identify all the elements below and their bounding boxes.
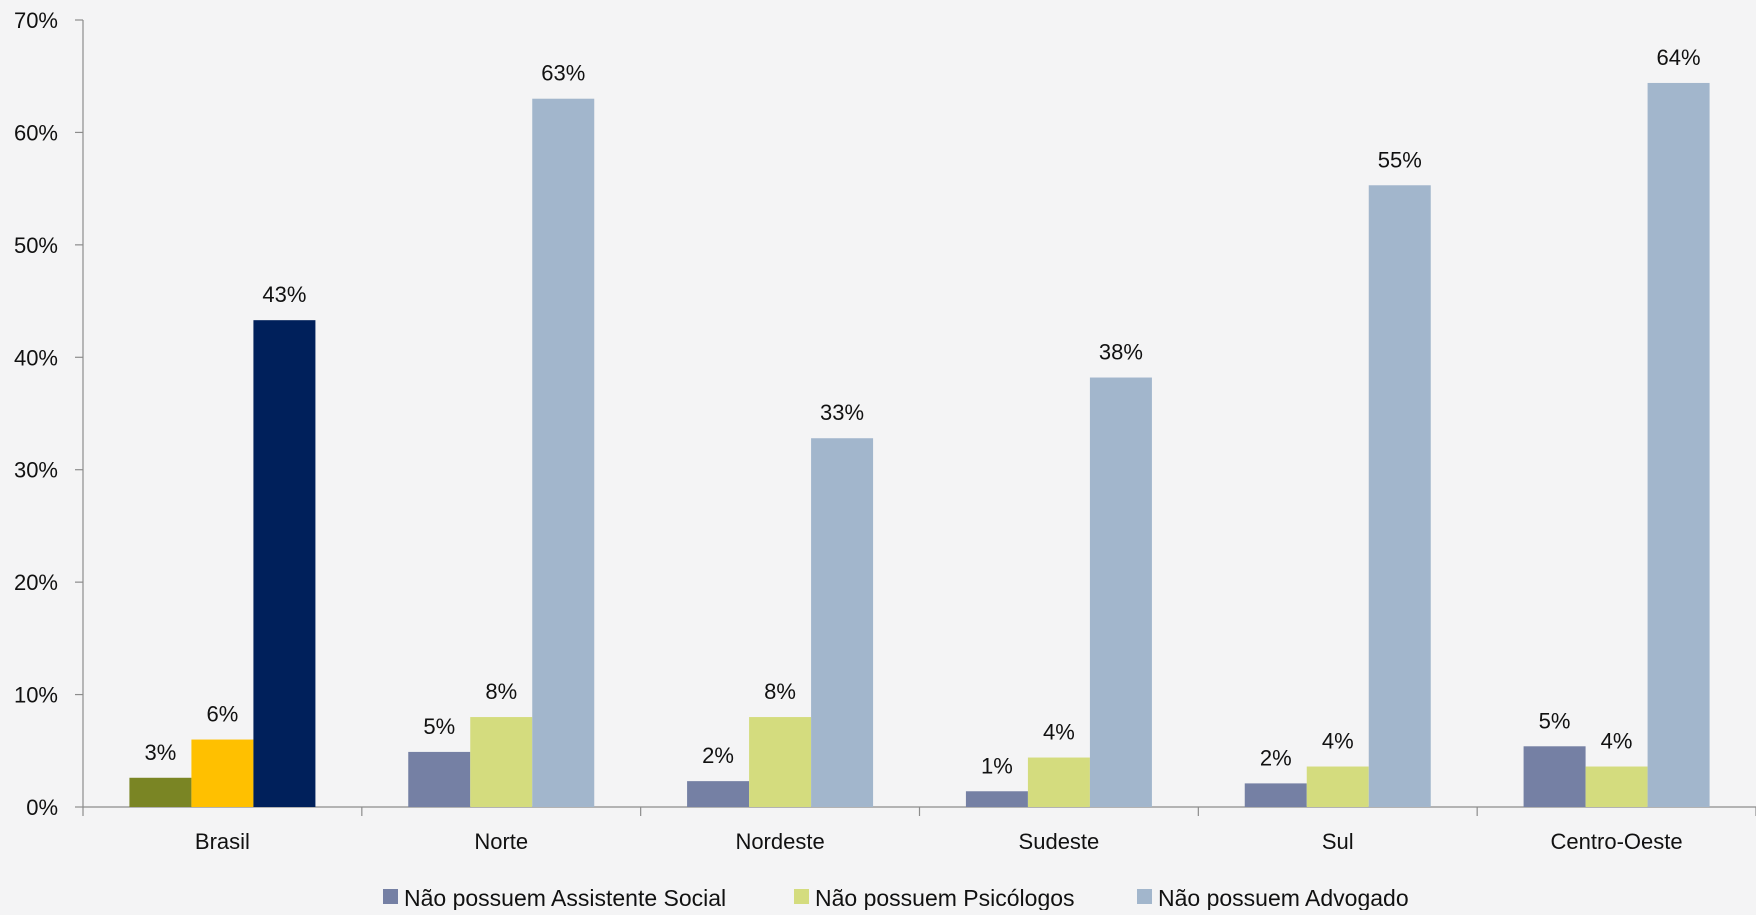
bar	[1523, 746, 1586, 807]
y-tick-label: 10%	[14, 683, 58, 708]
data-label: 3%	[145, 740, 177, 765]
data-label: 38%	[1099, 340, 1143, 365]
data-label: 43%	[262, 282, 306, 307]
bars	[129, 82, 1710, 807]
data-label: 64%	[1657, 45, 1701, 70]
data-label: 4%	[1322, 729, 1354, 754]
data-labels: 3% 6% 43% 5% 8% 63% 2% 8% 33% 1% 4% 38% 2% 4% 55% 5% 4% 6…	[145, 45, 1701, 778]
bar	[191, 739, 254, 807]
bar	[253, 320, 316, 807]
data-label: 55%	[1378, 147, 1422, 172]
legend: Não possuem Assistente Social Não possuem…	[383, 885, 1409, 911]
data-label: 8%	[764, 679, 796, 704]
bar	[532, 98, 595, 807]
legend-label: Não possuem Psicólogos	[815, 885, 1075, 910]
bar	[687, 781, 750, 807]
data-label: 4%	[1043, 720, 1075, 745]
bar	[811, 438, 874, 807]
data-label: 63%	[541, 61, 585, 86]
bar	[408, 751, 471, 807]
y-tick-label: 20%	[14, 570, 58, 595]
axes: 0% 10% 20% 30% 40% 50% 60% 70% Brasil Norte Nordes…	[14, 8, 1756, 854]
y-tick-label: 60%	[14, 120, 58, 145]
bar	[129, 777, 192, 807]
legend-swatch	[794, 889, 809, 904]
bar	[1585, 766, 1648, 807]
y-tick-label: 50%	[14, 233, 58, 258]
x-tick-label: Norte	[474, 829, 528, 854]
x-tick-label: Nordeste	[735, 829, 824, 854]
data-label: 6%	[207, 702, 239, 727]
data-label: 4%	[1601, 729, 1633, 754]
bar	[470, 717, 533, 807]
bar	[1647, 82, 1710, 807]
legend-label: Não possuem Advogado	[1158, 885, 1409, 910]
bar	[1306, 766, 1369, 807]
x-tick-label: Sudeste	[1019, 829, 1100, 854]
y-tick-label: 40%	[14, 345, 58, 370]
data-label: 5%	[1539, 708, 1571, 733]
bar	[1089, 377, 1152, 807]
data-label: 8%	[485, 679, 517, 704]
data-label: 2%	[702, 743, 734, 768]
bar	[1244, 783, 1307, 807]
bar	[1027, 757, 1090, 807]
x-tick-label: Brasil	[195, 829, 250, 854]
legend-swatch	[383, 889, 398, 904]
y-tick-label: 30%	[14, 458, 58, 483]
bar	[1368, 185, 1431, 807]
bar	[965, 791, 1028, 807]
y-tick-label: 0%	[26, 795, 58, 820]
x-tick-label: Sul	[1322, 829, 1354, 854]
bar	[749, 717, 812, 807]
data-label: 2%	[1260, 745, 1292, 770]
data-label: 1%	[981, 753, 1013, 778]
data-label: 5%	[423, 714, 455, 739]
data-label: 33%	[820, 400, 864, 425]
legend-label: Não possuem Assistente Social	[404, 885, 726, 910]
y-tick-label: 70%	[14, 8, 58, 33]
x-tick-label: Centro-Oeste	[1551, 829, 1683, 854]
legend-swatch	[1137, 889, 1152, 904]
